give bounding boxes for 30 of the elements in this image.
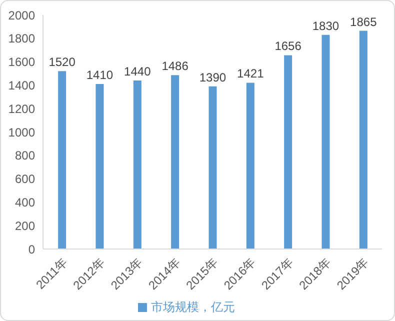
data-label: 1390 (199, 70, 226, 84)
bar (284, 55, 292, 249)
bar (208, 86, 217, 249)
y-tick-label: 400 (14, 195, 36, 210)
y-tick-label: 200 (14, 218, 36, 233)
y-tick-label: 800 (14, 148, 36, 163)
data-label: 1421 (237, 66, 264, 81)
legend-label: 市场规模，亿元 (151, 300, 235, 314)
data-label: 1656 (274, 39, 302, 54)
y-tick-label: 1200 (8, 102, 36, 116)
data-label: 1520 (48, 55, 76, 70)
data-label: 1865 (350, 14, 378, 29)
y-tick-label: 1800 (8, 32, 36, 46)
bar (133, 80, 142, 249)
y-tick-label: 1400 (8, 78, 36, 92)
y-tick-label: 0 (28, 242, 36, 256)
bar (322, 34, 330, 249)
data-label: 1486 (162, 59, 189, 74)
bar (58, 71, 66, 249)
bar (171, 75, 180, 249)
y-tick-label: 1000 (8, 125, 36, 140)
data-label: 1410 (86, 68, 114, 82)
y-tick-label: 600 (14, 172, 36, 186)
bar (359, 30, 368, 249)
y-tick-label: 1600 (8, 55, 36, 70)
y-tick-label: 2000 (8, 8, 36, 22)
bar (246, 82, 254, 249)
bar (96, 84, 104, 249)
data-label: 1830 (312, 18, 340, 33)
data-label: 1440 (124, 64, 152, 79)
